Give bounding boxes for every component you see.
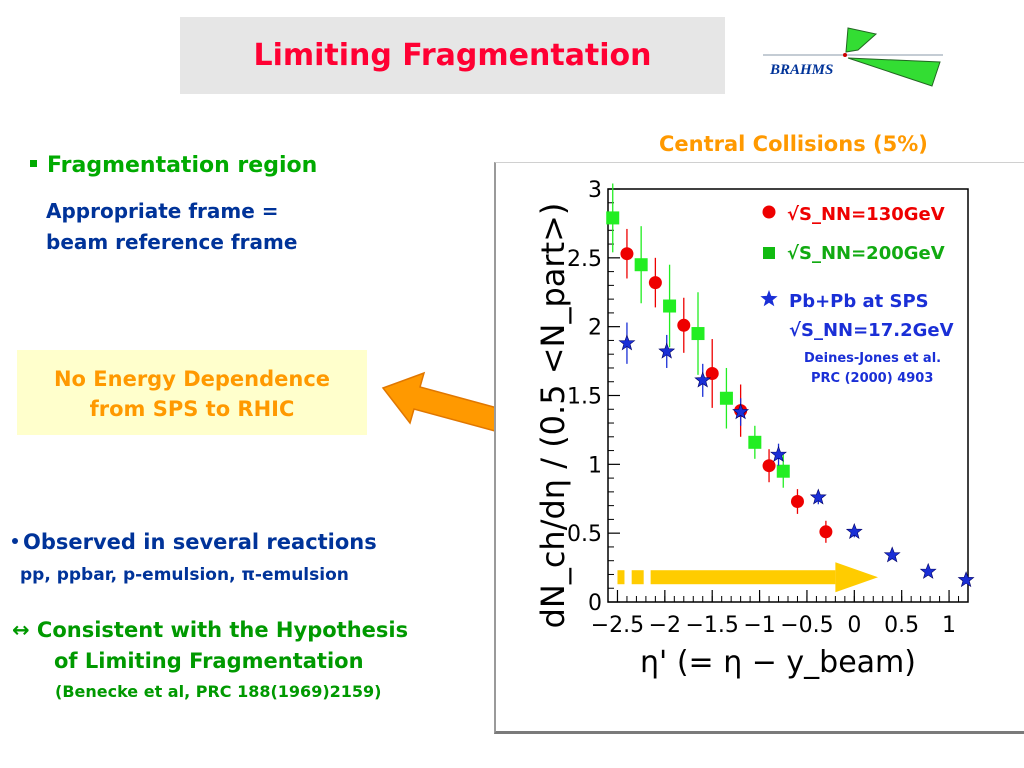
legend-label-sps-energy: √S_NN=17.2GeV [789, 320, 954, 341]
no-dep-line-1: No Energy Dependence [53, 367, 331, 391]
data-point-200gev [663, 299, 677, 313]
no-energy-dependence-box: No Energy Dependence from SPS to RHIC [17, 350, 367, 435]
frame-text: Appropriate frame = beam reference frame [46, 196, 297, 258]
arrow-dash-2 [631, 570, 644, 585]
data-point-130gev [819, 525, 833, 539]
double-arrow-icon: ↔ [12, 618, 30, 642]
x-tick-label: −1.5 [685, 613, 738, 638]
x-tick-label: 0 [847, 613, 861, 638]
observed-bullet: Observed in several reactions [12, 530, 377, 554]
reactions-text: pp, ppbar, p-emulsion, π-emulsion [20, 565, 349, 585]
consistent-line-2: of Limiting Fragmentation [54, 649, 364, 673]
x-tick-label: −2.5 [591, 613, 644, 638]
data-point-sps [694, 371, 712, 388]
y-tick-label: 2 [588, 316, 602, 341]
data-point-sps [658, 342, 676, 359]
arrow-head [835, 562, 878, 593]
data-point-200gev [748, 435, 762, 449]
data-point-130gev [705, 366, 719, 380]
data-point-130gev [648, 276, 662, 290]
chart-legend: √S_NN=130GeV √S_NN=200GeV Pb+Pb at SPS √S_N… [760, 204, 954, 386]
y-axis-label: dN_ch/dη / (0.5 <N_part>) [534, 203, 572, 629]
legend-reference-line-1: Deines-Jones et al. [804, 351, 941, 366]
x-tick-label: −1 [743, 613, 775, 638]
arrow-dash-1 [617, 570, 625, 585]
legend-label-200gev: √S_NN=200GeV [787, 243, 945, 264]
bullet-fragmentation: Fragmentation region [30, 153, 317, 178]
data-point-sps [618, 334, 636, 351]
chart-caption: Central Collisions (5%) [659, 132, 928, 156]
dot-bullet-icon [12, 538, 18, 544]
y-tick-label: 1 [588, 453, 602, 478]
frame-line-2: beam reference frame [46, 230, 298, 254]
x-axis-label: η' (= η − y_beam) [640, 645, 916, 680]
brahms-logo: BRAHMS [763, 27, 943, 87]
legend-label-130gev: √S_NN=130GeV [787, 204, 945, 225]
y-tick-label: 2.5 [567, 247, 602, 272]
observed-text: Observed in several reactions [23, 530, 377, 554]
data-point-130gev [790, 495, 804, 509]
data-point-130gev [677, 318, 691, 332]
data-point-200gev [776, 464, 790, 478]
no-dep-line-2: from SPS to RHIC [89, 397, 295, 421]
logo-text: BRAHMS [769, 62, 833, 78]
data-point-130gev [620, 247, 634, 261]
x-tick-label: −0.5 [780, 613, 833, 638]
chart-marks [606, 183, 975, 593]
bullet-fragmentation-text: Fragmentation region [47, 153, 318, 178]
data-point-sps [957, 571, 975, 588]
reference-text: (Benecke et al, PRC 188(1969)2159) [55, 682, 382, 701]
data-point-sps [732, 403, 750, 420]
x-tick-label: −2 [649, 613, 681, 638]
chart-axes: 0 0.5 1 1.5 2 2.5 3 −2.5 −2 −1.5 −1 −0.5 0 0.5 1 dN_ch/… [534, 178, 969, 680]
square-bullet-icon [30, 159, 37, 167]
legend-reference-line-2: PRC (2000) 4903 [811, 371, 933, 386]
legend-label-sps: Pb+Pb at SPS [789, 291, 929, 312]
x-tick-label: 0.5 [884, 613, 919, 638]
arrow-shaft [650, 570, 836, 585]
data-point-sps [919, 562, 937, 579]
data-point-200gev [606, 211, 620, 225]
data-point-200gev [719, 391, 733, 405]
data-point-sps [770, 445, 787, 462]
y-tick-label: 0 [588, 591, 602, 616]
no-energy-dependence-text: No Energy Dependence from SPS to RHIC [17, 364, 367, 424]
legend-marker-130gev [762, 205, 776, 219]
chart: 0 0.5 1 1.5 2 2.5 3 −2.5 −2 −1.5 −1 −0.5 0 0.5 1 dN_ch/… [534, 178, 975, 680]
data-point-sps [883, 546, 901, 563]
data-point-sps [809, 488, 827, 505]
slide-title: Limiting Fragmentation [253, 38, 652, 73]
y-tick-label: 1.5 [567, 385, 602, 410]
frame-line-1: Appropriate frame = [46, 199, 279, 223]
x-tick-label: 1 [942, 613, 956, 638]
data-point-200gev [634, 258, 648, 272]
consistent-text: ↔ Consistent with the Hypothesis of Limi… [12, 615, 408, 677]
data-point-130gev [762, 459, 776, 473]
legend-marker-sps [760, 290, 778, 307]
legend-marker-200gev [763, 247, 775, 259]
data-point-200gev [691, 327, 705, 341]
y-tick-label: 3 [588, 178, 602, 203]
consistent-line-1: Consistent with the Hypothesis [36, 618, 409, 642]
data-point-sps [845, 522, 863, 540]
title-banner: Limiting Fragmentation [180, 17, 725, 94]
y-tick-label: 0.5 [567, 522, 602, 547]
